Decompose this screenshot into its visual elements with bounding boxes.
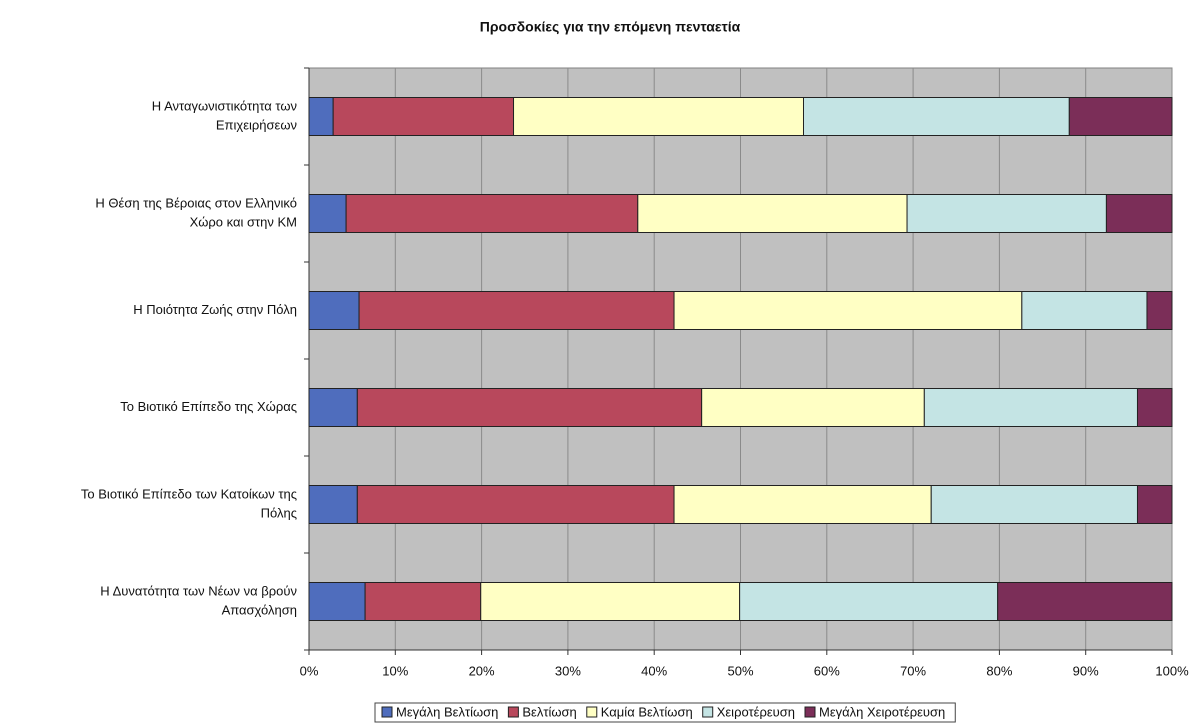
bar-segment xyxy=(1105,194,1173,233)
legend-swatch xyxy=(804,706,816,718)
y-tick-label: Το Βιοτικό Επίπεδο των Κατοίκων της xyxy=(81,486,297,501)
bar-segment xyxy=(308,388,358,427)
x-tick-label: 90% xyxy=(1073,663,1099,678)
y-tick-label: Η Δυνατότητα των Νέων να βρούν xyxy=(100,583,297,598)
bar-segment xyxy=(673,291,1023,330)
bar-segment xyxy=(308,194,347,233)
bar-segment xyxy=(906,194,1107,233)
x-tick-label: 80% xyxy=(986,663,1012,678)
bar-segment xyxy=(673,485,932,524)
bar-segment xyxy=(308,291,360,330)
x-tick-label: 0% xyxy=(300,663,319,678)
bar-segment xyxy=(1021,291,1148,330)
bar-segment xyxy=(364,582,482,621)
bar-segment xyxy=(308,97,334,136)
bar-segment xyxy=(1136,485,1173,524)
bar-segment xyxy=(513,97,804,136)
bar-segment xyxy=(739,582,999,621)
x-tick-label: 50% xyxy=(727,663,753,678)
y-tick-label: Επιχειρήσεων xyxy=(216,117,297,132)
bar-segment xyxy=(637,194,908,233)
bar-segment xyxy=(923,388,1138,427)
bar-segment xyxy=(308,485,358,524)
x-tick-label: 100% xyxy=(1155,663,1189,678)
legend-label: Μεγάλη Βελτίωση xyxy=(396,704,498,719)
y-tick-label: Χώρο και στην ΚΜ xyxy=(190,214,297,229)
x-tick-label: 40% xyxy=(641,663,667,678)
bar-segment xyxy=(332,97,515,136)
bar-segment xyxy=(345,194,639,233)
x-tick-label: 70% xyxy=(900,663,926,678)
bar-segment xyxy=(1068,97,1173,136)
bar-segment xyxy=(701,388,925,427)
legend-label: Βελτίωση xyxy=(522,704,576,719)
y-tick-label: Η Ανταγωνιστικότητα των xyxy=(152,98,297,113)
y-tick-label: Το Βιοτικό Επίπεδο της Χώρας xyxy=(120,399,297,414)
legend-label: Καμία Βελτίωση xyxy=(601,704,693,719)
y-tick-label: Η Θέση της Βέροιας στον Ελληνικό xyxy=(95,195,297,210)
bar-segment xyxy=(930,485,1138,524)
bar-segment xyxy=(480,582,741,621)
legend-swatch xyxy=(381,706,393,718)
bar-segment xyxy=(802,97,1070,136)
legend-swatch xyxy=(702,706,714,718)
legend-swatch xyxy=(586,706,598,718)
x-tick-label: 10% xyxy=(382,663,408,678)
bar-segment xyxy=(356,485,675,524)
legend-label: Μεγάλη Χειροτέρευση xyxy=(819,704,945,719)
y-tick-label: Η Ποιότητα Ζωής στην Πόλη xyxy=(133,302,297,317)
legend-swatch xyxy=(507,706,519,718)
bar-segment xyxy=(308,582,366,621)
x-tick-label: 30% xyxy=(555,663,581,678)
x-tick-label: 60% xyxy=(814,663,840,678)
bar-segment xyxy=(997,582,1173,621)
legend-label: Χειροτέρευση xyxy=(717,704,795,719)
chart-title: Προσδοκίες για την επόμενη πενταετία xyxy=(480,19,741,35)
bar-segment xyxy=(358,291,675,330)
bar-segment xyxy=(1146,291,1173,330)
legend: Μεγάλη Βελτίωση Βελτίωση Καμία Βελτίωση Χει… xyxy=(374,702,956,723)
y-tick-label: Πόλης xyxy=(261,505,297,520)
y-tick-label: Απασχόληση xyxy=(222,602,297,617)
bar-segment xyxy=(356,388,703,427)
bar-segment xyxy=(1136,388,1173,427)
x-tick-label: 20% xyxy=(469,663,495,678)
